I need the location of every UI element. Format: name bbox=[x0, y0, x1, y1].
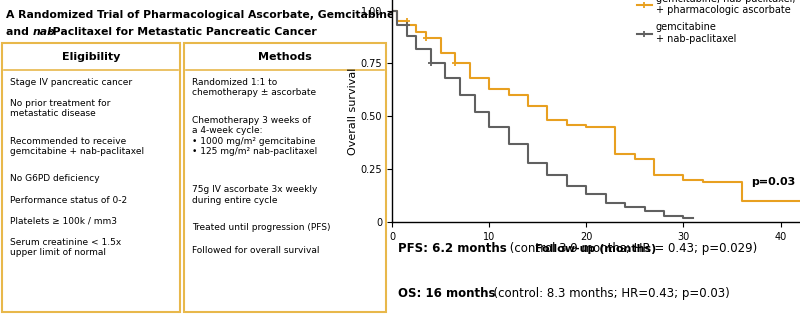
Text: Eligibility: Eligibility bbox=[62, 52, 120, 62]
FancyBboxPatch shape bbox=[184, 43, 386, 312]
Text: Performance status of 0-2: Performance status of 0-2 bbox=[10, 196, 127, 204]
Text: A Randomized Trial of Pharmacological Ascorbate, Gemcitabine,: A Randomized Trial of Pharmacological As… bbox=[6, 10, 398, 20]
Text: (control: 8.3 months; HR=0.43; p=0.03): (control: 8.3 months; HR=0.43; p=0.03) bbox=[486, 287, 730, 300]
Text: (control 3.9 months; HR = 0.43; p=0.029): (control 3.9 months; HR = 0.43; p=0.029) bbox=[506, 242, 758, 255]
X-axis label: Follow-up (months): Follow-up (months) bbox=[535, 244, 657, 255]
Legend: gemcitabine, nab-paclitaxel,
+ pharmacologic ascorbate, gemcitabine
+ nab-paclit: gemcitabine, nab-paclitaxel, + pharmacol… bbox=[637, 0, 795, 44]
Text: Randomized 1:1 to
chemotherapy ± ascorbate: Randomized 1:1 to chemotherapy ± ascorba… bbox=[192, 78, 316, 97]
Text: Stage IV pancreatic cancer: Stage IV pancreatic cancer bbox=[10, 78, 132, 87]
Text: Serum creatinine < 1.5x
upper limit of normal: Serum creatinine < 1.5x upper limit of n… bbox=[10, 238, 121, 257]
Text: Recommended to receive
gemcitabine + nab-paclitaxel: Recommended to receive gemcitabine + nab… bbox=[10, 137, 144, 156]
Text: Followed for overall survival: Followed for overall survival bbox=[192, 246, 319, 255]
Y-axis label: Overall survival: Overall survival bbox=[348, 67, 358, 155]
Text: No prior treatment for
metastatic disease: No prior treatment for metastatic diseas… bbox=[10, 99, 110, 118]
FancyBboxPatch shape bbox=[2, 43, 181, 312]
Text: PFS: 6.2 months: PFS: 6.2 months bbox=[398, 242, 507, 255]
Text: Platelets ≥ 100k / mm3: Platelets ≥ 100k / mm3 bbox=[10, 217, 117, 226]
Text: Methods: Methods bbox=[258, 52, 312, 62]
Text: Treated until progression (PFS): Treated until progression (PFS) bbox=[192, 223, 330, 232]
Text: nab: nab bbox=[33, 27, 56, 37]
Text: OS: 16 months: OS: 16 months bbox=[398, 287, 496, 300]
Text: and: and bbox=[6, 27, 33, 37]
Text: No G6PD deficiency: No G6PD deficiency bbox=[10, 174, 99, 183]
Text: -Paclitaxel for Metastatic Pancreatic Cancer: -Paclitaxel for Metastatic Pancreatic Ca… bbox=[49, 27, 318, 37]
Text: p=0.03: p=0.03 bbox=[751, 177, 795, 187]
Text: Chemotherapy 3 weeks of
a 4-week cycle:
• 1000 mg/m² gemcitabine
• 125 mg/m² nab: Chemotherapy 3 weeks of a 4-week cycle: … bbox=[192, 116, 318, 156]
Text: 75g IV ascorbate 3x weekly
during entire cycle: 75g IV ascorbate 3x weekly during entire… bbox=[192, 185, 318, 205]
